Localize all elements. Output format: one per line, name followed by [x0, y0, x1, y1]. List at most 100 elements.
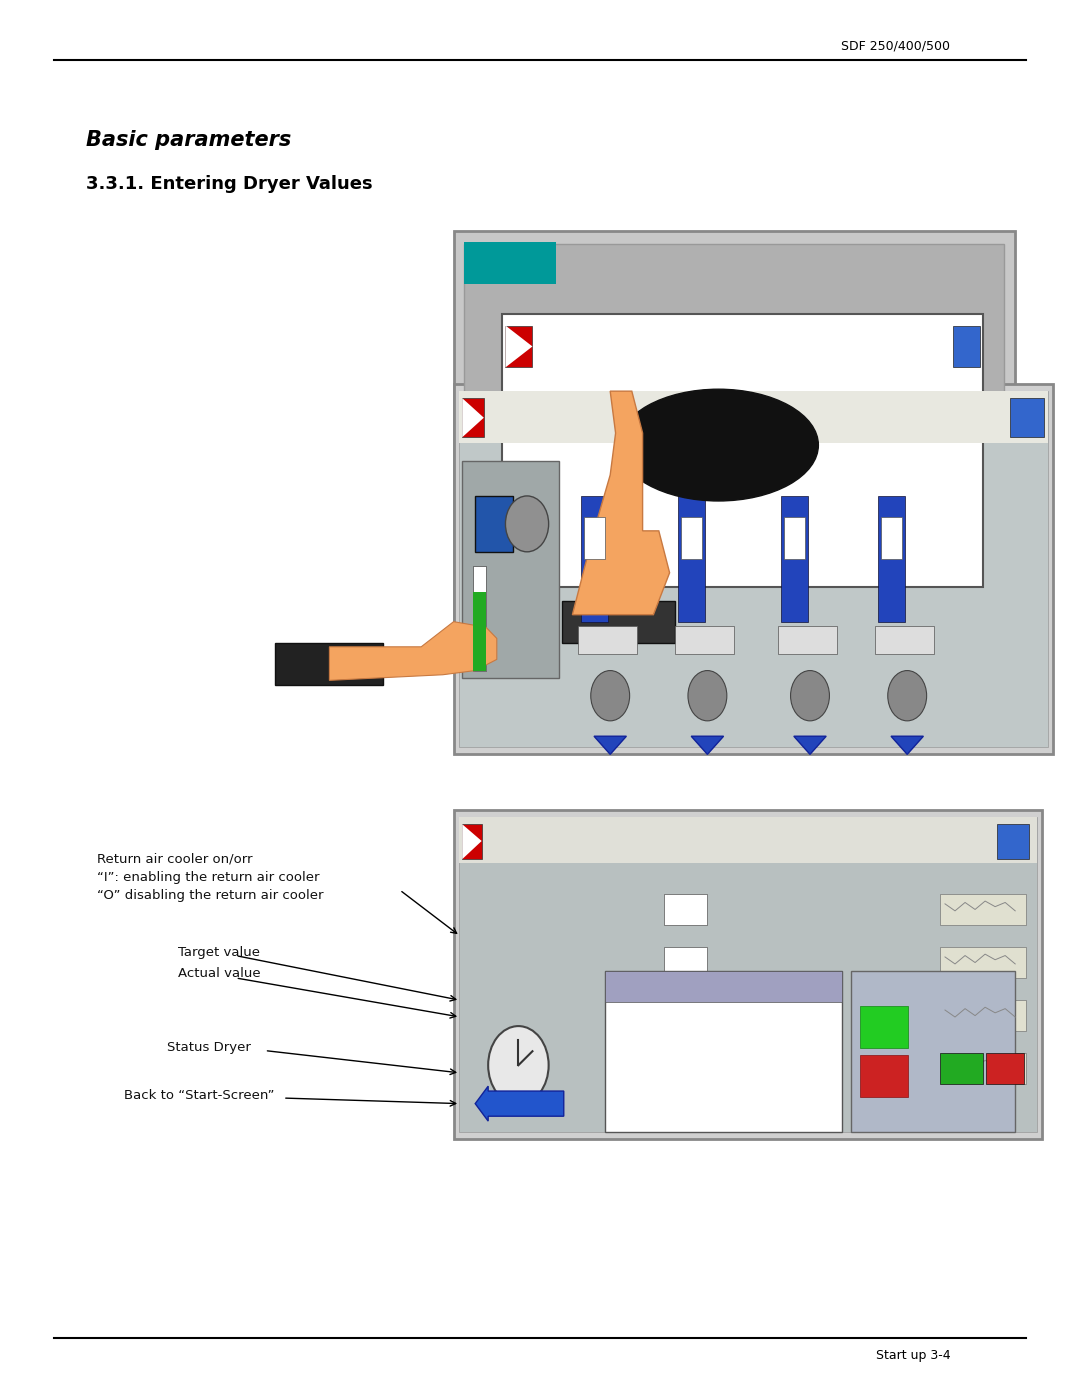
- Text: 0: 0: [684, 1010, 688, 1018]
- Text: System is OFF: System is OFF: [583, 409, 652, 420]
- Text: “I”: enabling the return air cooler: “I”: enabling the return air cooler: [97, 870, 320, 884]
- Text: 0: 0: [486, 678, 491, 686]
- Bar: [459, 817, 1037, 863]
- Polygon shape: [275, 643, 383, 685]
- Text: 0: 0: [1001, 1063, 1008, 1071]
- Bar: [664, 1053, 707, 1084]
- Bar: [462, 398, 484, 437]
- Circle shape: [888, 671, 927, 721]
- Bar: [454, 384, 1053, 754]
- Bar: [781, 496, 808, 622]
- Bar: [459, 817, 1037, 1132]
- Polygon shape: [594, 736, 626, 754]
- Polygon shape: [891, 736, 923, 754]
- Text: Start up 3-4: Start up 3-4: [876, 1348, 950, 1362]
- Polygon shape: [572, 391, 670, 615]
- Bar: [584, 517, 605, 559]
- Text: Basic parameters: Basic parameters: [86, 130, 292, 149]
- Text: SIMATIC PANEL: SIMATIC PANEL: [916, 278, 994, 289]
- Text: Tar.: Tar.: [1010, 645, 1026, 657]
- Bar: [940, 947, 1026, 978]
- Bar: [878, 496, 905, 622]
- Text: Target value: Target value: [178, 946, 260, 960]
- Text: 4: 4: [904, 460, 910, 471]
- Bar: [784, 517, 805, 559]
- FancyArrow shape: [475, 1087, 564, 1120]
- Text: 80: 80: [699, 636, 710, 644]
- Bar: [675, 626, 734, 654]
- Bar: [881, 517, 902, 559]
- Bar: [940, 1000, 1026, 1031]
- Bar: [664, 1000, 707, 1031]
- Text: Heater Reg.: Heater Reg.: [464, 904, 525, 912]
- Text: C: C: [1010, 837, 1016, 845]
- Bar: [664, 894, 707, 925]
- Polygon shape: [691, 736, 724, 754]
- Text: Sterling: Sterling: [675, 436, 762, 454]
- Text: 3.3.1. Entering Dryer Values: 3.3.1. Entering Dryer Values: [86, 176, 373, 193]
- Text: Heater Req. OFF: Heater Req. OFF: [610, 1083, 673, 1091]
- Bar: [986, 1053, 1024, 1084]
- Text: Return Air Cooler: Return Air Cooler: [464, 1063, 553, 1071]
- Text: Valve block in Pos. OUT: Valve block in Pos. OUT: [610, 1104, 700, 1112]
- Bar: [454, 810, 1042, 1139]
- Text: 0: 0: [684, 957, 688, 965]
- Bar: [953, 326, 980, 367]
- FancyBboxPatch shape: [464, 244, 1004, 608]
- Circle shape: [591, 671, 630, 721]
- Bar: [605, 971, 842, 1132]
- Text: 0: 0: [684, 904, 688, 912]
- Bar: [940, 1053, 983, 1084]
- Text: SDF 250/400/500: SDF 250/400/500: [841, 39, 950, 53]
- Text: 04/12/2003: 04/12/2003: [853, 409, 909, 420]
- Circle shape: [688, 671, 727, 721]
- Bar: [997, 824, 1029, 859]
- Text: °C: °C: [1001, 541, 1011, 549]
- Polygon shape: [462, 824, 482, 859]
- Text: Status Dryer: Status Dryer: [691, 982, 756, 990]
- Text: Anlage ist Aus: Anlage ist Aus: [578, 342, 633, 351]
- Text: Blower Req. OFF: Blower Req. OFF: [610, 1062, 673, 1070]
- Text: Dew point: Dew point: [464, 1010, 516, 1018]
- Bar: [605, 971, 842, 1002]
- Circle shape: [488, 1025, 549, 1104]
- Text: 3: 3: [807, 460, 813, 471]
- Bar: [578, 626, 637, 654]
- Bar: [940, 894, 1026, 925]
- Text: C: C: [1024, 412, 1030, 423]
- Bar: [473, 566, 486, 671]
- Bar: [459, 391, 1048, 747]
- Text: °C: °C: [721, 957, 731, 965]
- Text: Actual value: Actual value: [178, 967, 261, 981]
- FancyBboxPatch shape: [454, 231, 1015, 622]
- Text: Dryer OFF: Dryer OFF: [610, 1125, 649, 1133]
- Polygon shape: [462, 398, 484, 437]
- Bar: [464, 242, 556, 284]
- Bar: [505, 326, 532, 367]
- Bar: [860, 1006, 908, 1048]
- Text: Act.: Act.: [1010, 497, 1028, 509]
- Text: °C: °C: [721, 904, 731, 912]
- Polygon shape: [329, 622, 497, 680]
- Text: SIEMENS: SIEMENS: [486, 257, 536, 268]
- Bar: [940, 1053, 1026, 1084]
- Text: 0: 0: [880, 1070, 887, 1081]
- Text: 80: 80: [602, 636, 612, 644]
- Bar: [740, 1053, 783, 1084]
- Polygon shape: [562, 601, 675, 643]
- Text: 04/12/2003: 04/12/2003: [810, 835, 862, 844]
- Text: 40: 40: [756, 1063, 767, 1071]
- Bar: [462, 461, 559, 678]
- Text: 1: 1: [607, 460, 613, 471]
- Bar: [459, 391, 1048, 443]
- Text: Exit Air: Exit Air: [464, 957, 497, 965]
- Text: 26.11.2003: 26.11.2003: [680, 342, 724, 351]
- Polygon shape: [794, 736, 826, 754]
- Text: -28: -28: [755, 1010, 768, 1018]
- Text: System is OFF: System is OFF: [529, 835, 593, 844]
- Text: Dryer OFF: Dryer OFF: [610, 1020, 649, 1028]
- Text: 2: 2: [704, 460, 711, 471]
- Polygon shape: [505, 326, 532, 367]
- Bar: [475, 496, 513, 552]
- Text: Blower dryer OFF: Blower dryer OFF: [610, 1041, 676, 1049]
